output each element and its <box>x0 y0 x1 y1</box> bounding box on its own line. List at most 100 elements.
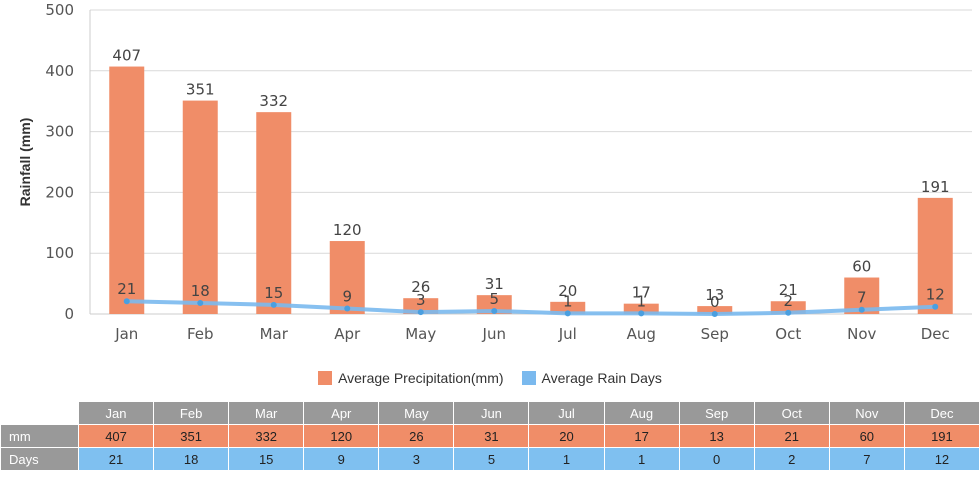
precip-bar <box>256 112 292 314</box>
x-tick-label: Apr <box>334 325 361 343</box>
legend-item-precipitation[interactable]: Average Precipitation(mm) <box>318 370 504 386</box>
rain-days-point <box>270 301 277 308</box>
rain-days-point <box>417 309 424 316</box>
table-cell-days: 18 <box>154 448 229 470</box>
x-tick-label: Aug <box>627 325 656 343</box>
table-header-cell: Jun <box>454 402 529 424</box>
rain-days-value-label: 9 <box>342 288 352 306</box>
rain-days-series-line <box>126 299 936 316</box>
rain-days-value-label: 2 <box>783 292 793 310</box>
rain-days-value-label: 12 <box>926 286 945 304</box>
chart-legend: Average Precipitation(mm) Average Rain D… <box>0 370 980 386</box>
rain-days-value-label: 5 <box>489 290 499 308</box>
x-tick-label: May <box>405 325 436 343</box>
legend-label-rain-days: Average Rain Days <box>541 370 662 386</box>
rain-days-point <box>858 306 865 313</box>
precip-value-label: 191 <box>921 178 950 196</box>
rain-days-value-label: 3 <box>416 291 426 309</box>
x-tick-label: Sep <box>701 325 729 343</box>
table-cell-precipitation: 120 <box>304 425 379 447</box>
table-cell-days: 9 <box>304 448 379 470</box>
y-tick-label: 200 <box>45 183 74 201</box>
table-header-cell: Aug <box>604 402 679 424</box>
legend-swatch-rain-days <box>521 371 536 385</box>
rain-days-point <box>785 309 792 316</box>
legend-item-rain-days[interactable]: Average Rain Days <box>521 370 662 386</box>
table-cell-precipitation: 191 <box>904 425 979 447</box>
table-cell-days: 12 <box>904 448 979 470</box>
table-cell-days: 15 <box>229 448 304 470</box>
legend-label-precipitation: Average Precipitation(mm) <box>338 370 504 386</box>
precip-bar <box>109 66 145 314</box>
table-cell-precipitation: 21 <box>754 425 829 447</box>
table-cell-days: 5 <box>454 448 529 470</box>
table-header-cell: Oct <box>754 402 829 424</box>
precip-bar <box>623 303 659 314</box>
table-cell-days: 0 <box>679 448 754 470</box>
table-cell-days: 1 <box>529 448 604 470</box>
table-cell-precipitation: 351 <box>154 425 229 447</box>
table-row-days: Days 21 18 15 9 3 5 1 1 0 2 7 12 <box>1 448 979 470</box>
y-tick-label: 300 <box>45 123 74 141</box>
precip-value-label: 31 <box>485 275 504 293</box>
rain-days-value-label: 21 <box>117 280 136 298</box>
row-label-mm: mm <box>1 425 78 447</box>
rain-days-value-label: 18 <box>191 282 210 300</box>
table-header-cell: Mar <box>229 402 304 424</box>
table-cell-precipitation: 13 <box>679 425 754 447</box>
rain-days-point <box>564 310 571 317</box>
rain-days-point <box>197 300 204 307</box>
table-cell-days: 21 <box>79 448 154 470</box>
rain-days-point <box>344 305 351 312</box>
x-tick-label: Jun <box>482 325 506 343</box>
rain-days-value-label: 1 <box>636 292 646 310</box>
precip-value-label: 17 <box>632 284 651 302</box>
precip-value-label: 120 <box>333 221 362 239</box>
monthly-data-table: Jan Feb Mar Apr May Jun Jul Aug Sep Oct Nov Dec mm … <box>0 401 980 471</box>
rain-days-value-label: 15 <box>264 284 283 302</box>
precip-value-label: 332 <box>259 92 288 110</box>
rain-days-point <box>491 307 498 314</box>
precip-bar <box>182 100 218 314</box>
precip-value-label: 60 <box>852 258 871 276</box>
y-tick-label: 400 <box>45 62 74 80</box>
table-header-cell: Sep <box>679 402 754 424</box>
table-cell-precipitation: 20 <box>529 425 604 447</box>
table-corner-cell <box>1 402 78 424</box>
precip-bar <box>550 301 586 314</box>
table-cell-precipitation: 60 <box>829 425 904 447</box>
precipitation-bars <box>109 66 953 314</box>
table-cell-days: 2 <box>754 448 829 470</box>
x-tick-label: Feb <box>187 325 214 343</box>
y-axis-ticks: 0 100 200 300 400 500 <box>45 1 74 323</box>
table-row-precipitation: mm 407 351 332 120 26 31 20 17 13 21 60 191 <box>1 425 979 447</box>
rain-days-value-label: 0 <box>710 293 720 311</box>
table-header-cell: Jan <box>79 402 154 424</box>
rain-days-value-label: 1 <box>563 292 573 310</box>
table-cell-precipitation: 26 <box>379 425 454 447</box>
precip-bar <box>917 197 953 314</box>
x-tick-label: Jul <box>558 325 577 343</box>
legend-swatch-precipitation <box>318 371 333 385</box>
x-tick-label: Oct <box>775 325 801 343</box>
rain-days-point <box>711 311 718 317</box>
x-tick-label: Jan <box>114 325 138 343</box>
rain-days-point <box>932 303 939 310</box>
table-header-cell: Nov <box>829 402 904 424</box>
table-cell-precipitation: 332 <box>229 425 304 447</box>
table-header-cell: Feb <box>154 402 229 424</box>
x-tick-label: Mar <box>260 325 289 343</box>
row-label-days: Days <box>1 448 78 470</box>
y-tick-label: 500 <box>45 1 74 19</box>
rain-days-value-label: 7 <box>857 289 867 307</box>
precip-value-label: 21 <box>779 281 798 299</box>
y-axis-label: Rainfall (mm) <box>17 118 33 207</box>
x-tick-label: Nov <box>847 325 876 343</box>
table-cell-precipitation: 31 <box>454 425 529 447</box>
x-axis-ticks: Jan Feb Mar Apr May Jun Jul Aug Sep Oct Nov Dec <box>114 325 950 343</box>
precip-bar <box>697 306 733 314</box>
table-header-cell: May <box>379 402 454 424</box>
precip-value-label: 20 <box>558 282 577 300</box>
